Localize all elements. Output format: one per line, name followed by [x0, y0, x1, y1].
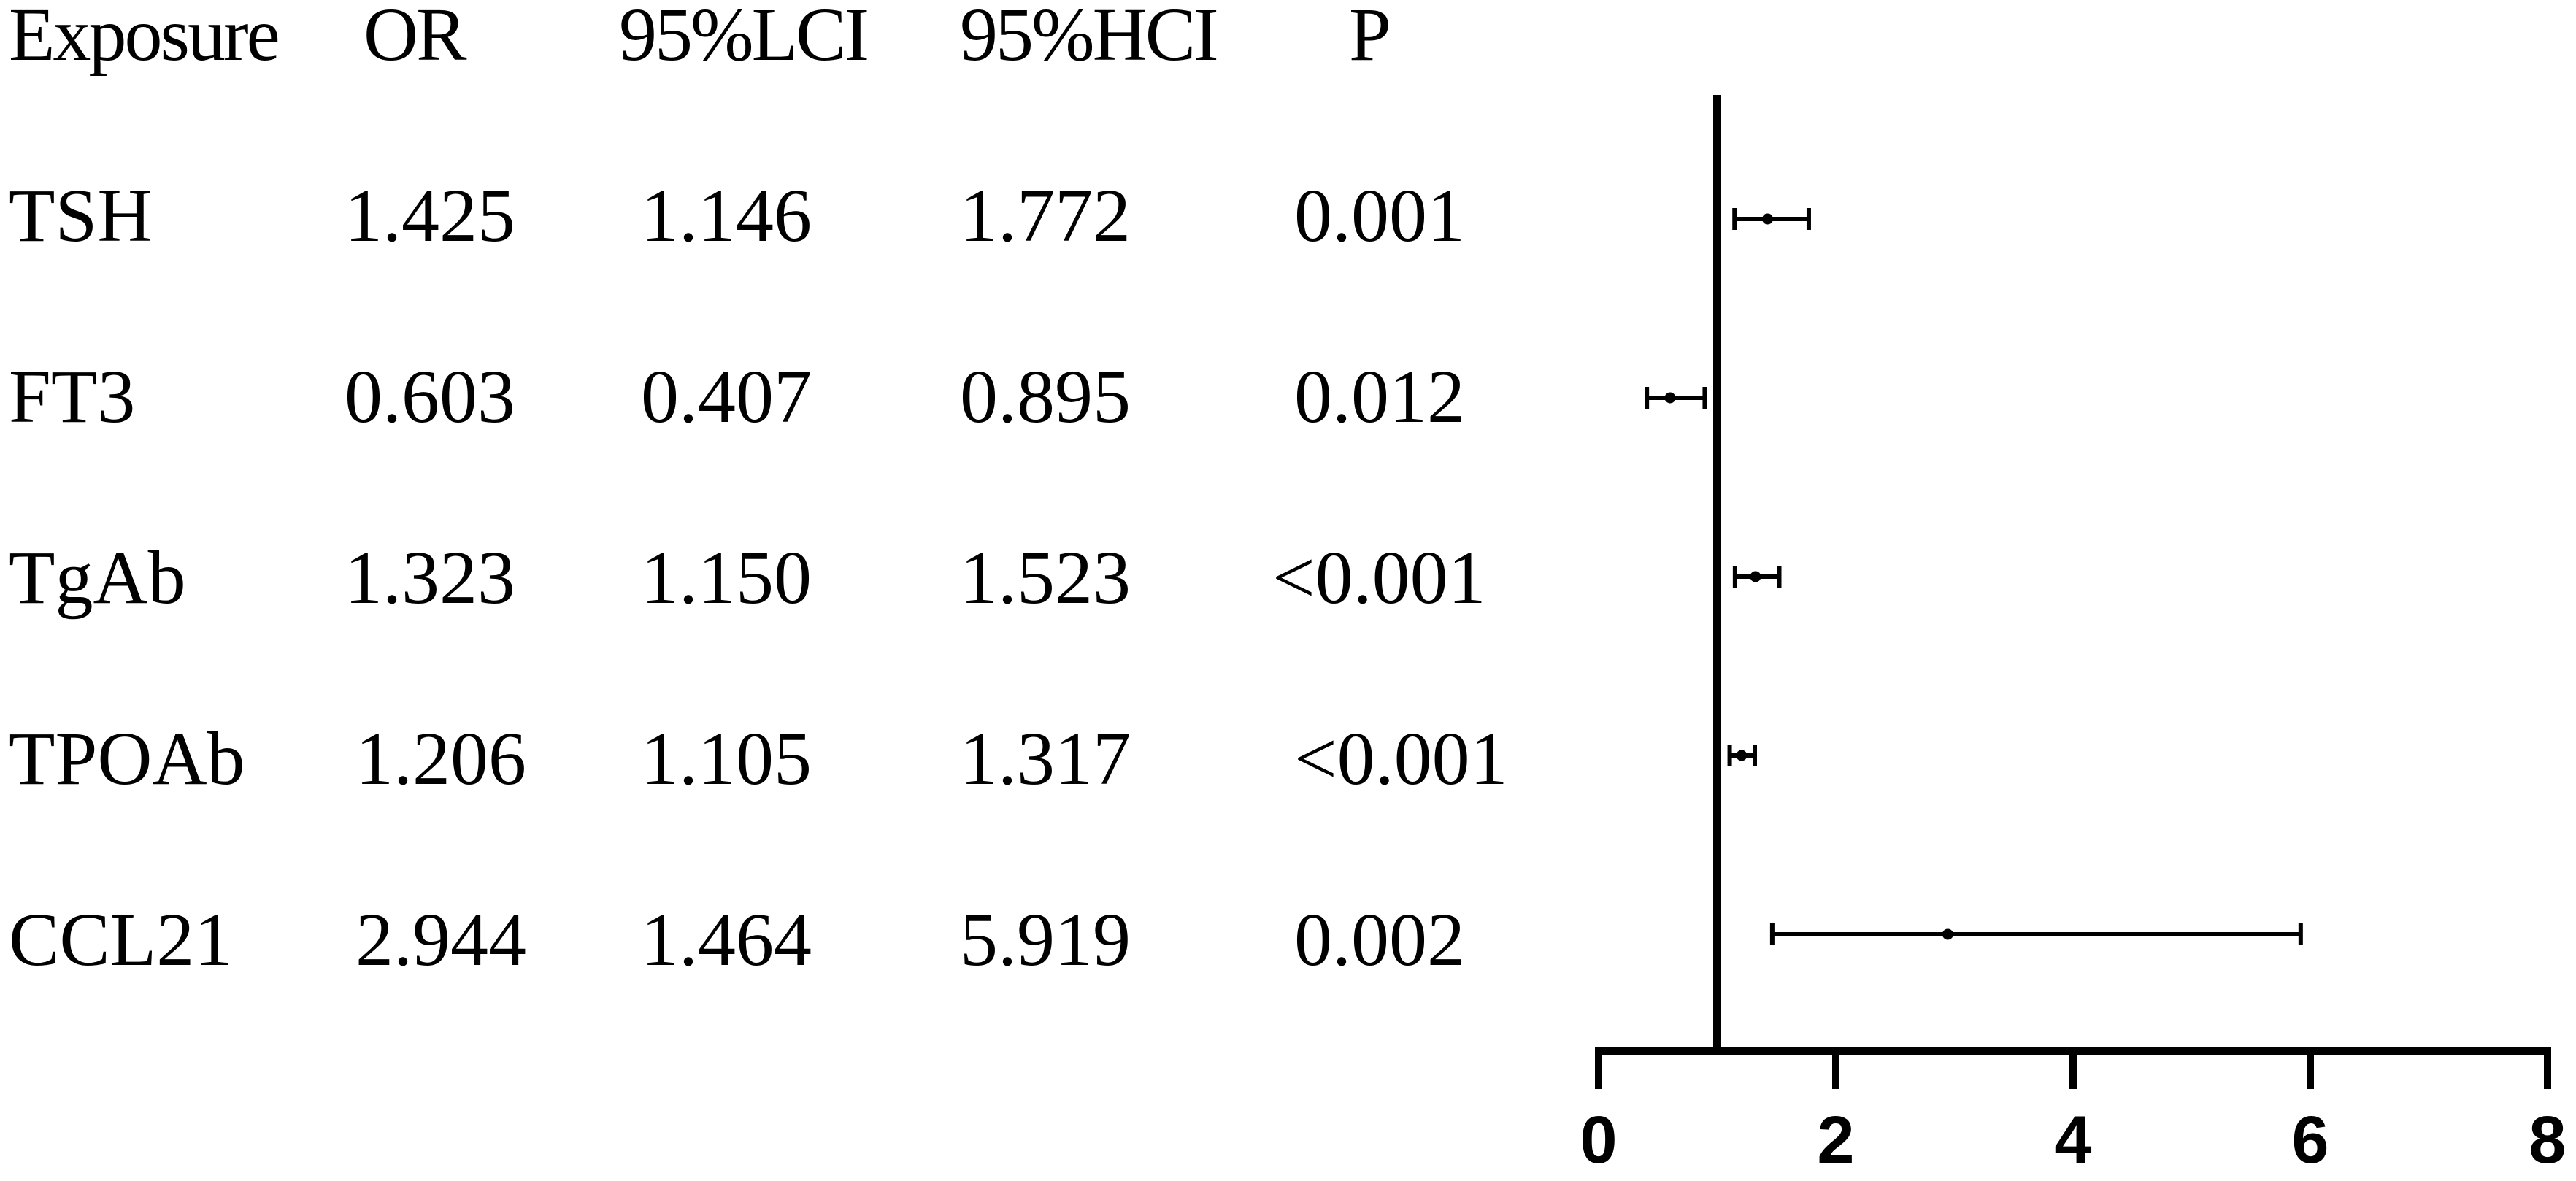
row-exposure: FT3	[9, 355, 135, 439]
row-or: 0.603	[345, 355, 515, 439]
row-or: 1.206	[355, 717, 526, 801]
x-tick-label: 6	[2291, 1103, 2329, 1177]
row-lci: 0.407	[641, 355, 812, 439]
row-p: <0.001	[1272, 536, 1486, 620]
x-tick-label: 4	[2054, 1103, 2091, 1177]
row-p: 0.001	[1294, 174, 1465, 258]
plot-axes: 0 2 4 6 8	[1580, 95, 2567, 1177]
x-tick-label: 0	[1580, 1103, 1617, 1177]
table-row: TPOAb 1.206 1.105 1.317 <0.001	[9, 717, 1508, 801]
row-or: 2.944	[355, 898, 526, 982]
row-hci: 1.523	[960, 536, 1131, 620]
row-or: 1.425	[345, 174, 515, 258]
point-estimate	[1664, 392, 1676, 404]
row-hci: 5.919	[960, 898, 1131, 982]
header-lci: 95%LCI	[619, 0, 867, 77]
row-lci: 1.150	[641, 536, 812, 620]
row-p: 0.012	[1294, 355, 1465, 439]
header-p: P	[1349, 0, 1389, 77]
row-lci: 1.105	[641, 717, 812, 801]
row-p: 0.002	[1294, 898, 1465, 982]
row-exposure: TSH	[9, 174, 152, 258]
x-tick-label: 8	[2529, 1103, 2566, 1177]
point-estimate	[1736, 750, 1748, 761]
table-row: CCL21 2.944 1.464 5.919 0.002	[9, 898, 1465, 982]
plot-marks	[1645, 208, 2303, 945]
row-exposure: TgAb	[9, 536, 186, 620]
point-estimate	[1942, 928, 1953, 940]
row-p: <0.001	[1294, 717, 1508, 801]
table-row: TgAb 1.323 1.150 1.523 <0.001	[9, 536, 1486, 620]
header-exposure: Exposure	[9, 0, 278, 77]
point-estimate	[1750, 571, 1761, 582]
table-row: TSH 1.425 1.146 1.772 0.001	[9, 174, 1465, 258]
table-header: Exposure OR 95%LCI 95%HCI P	[9, 0, 1391, 77]
row-lci: 1.146	[641, 174, 812, 258]
row-or: 1.323	[345, 536, 515, 620]
row-lci: 1.464	[641, 898, 812, 982]
row-exposure: CCL21	[9, 898, 232, 982]
point-estimate	[1762, 213, 1774, 225]
row-hci: 1.772	[960, 174, 1131, 258]
header-or: OR	[364, 0, 467, 77]
row-hci: 0.895	[960, 355, 1131, 439]
x-tick-label: 2	[1817, 1103, 1854, 1177]
header-hci: 95%HCI	[960, 0, 1217, 77]
table-row: FT3 0.603 0.407 0.895 0.012	[9, 355, 1465, 439]
row-exposure: TPOAb	[9, 717, 245, 801]
row-hci: 1.317	[960, 717, 1131, 801]
